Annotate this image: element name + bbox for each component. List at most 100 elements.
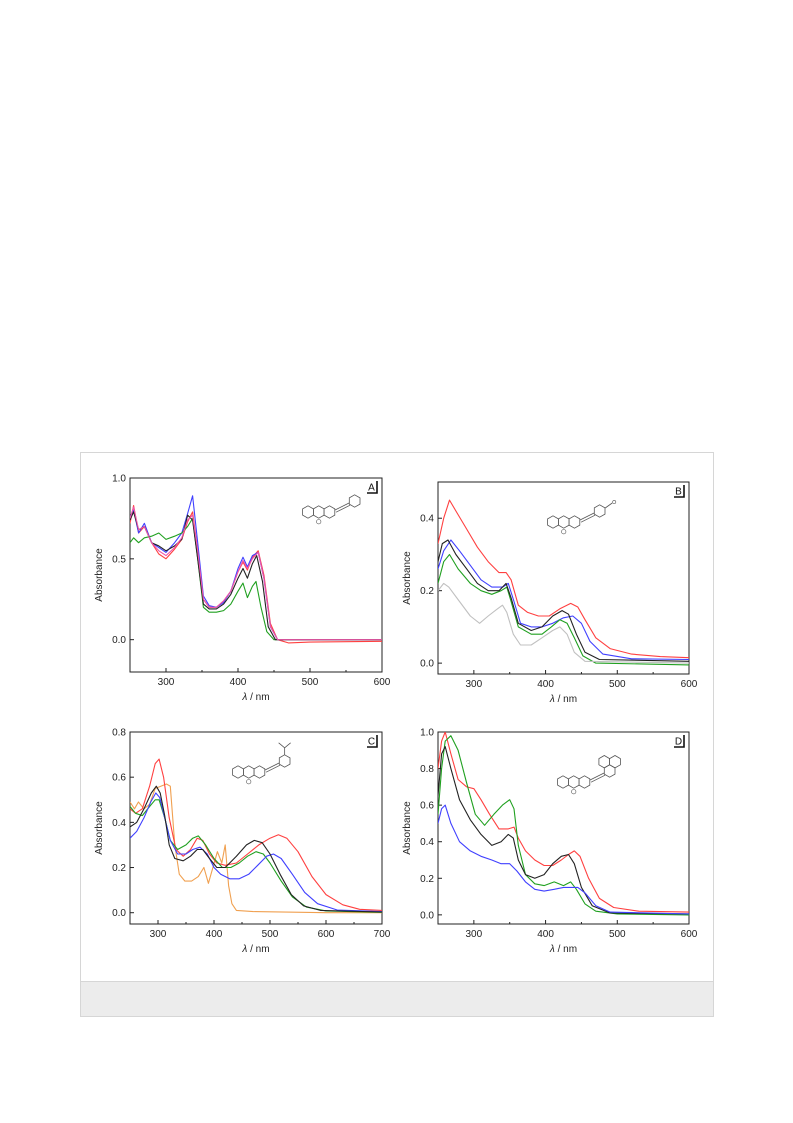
series-line-3	[130, 517, 382, 641]
x-axis-title-unit: / nm	[555, 694, 577, 705]
y-tick-label: 0.2	[420, 586, 434, 597]
chart-panel-b: 300 400 500 600 0.0 0.2 0.4 λ / nm Absorbance B	[402, 481, 698, 705]
acridine-ring-middle	[243, 765, 255, 779]
alkyne-bond	[579, 512, 595, 521]
panel-letter-corner	[367, 735, 378, 748]
y-tick-label: 0.4	[112, 818, 126, 829]
series-line-3	[438, 553, 689, 666]
n-plus-charge	[571, 789, 577, 795]
x-tick-label: 700	[374, 929, 390, 940]
y-tick-label: 0.0	[420, 910, 434, 921]
acridine-ring-left	[302, 505, 314, 519]
plot-frame	[129, 477, 383, 673]
panel-letter: C	[368, 737, 375, 748]
figure-caption-band	[81, 981, 713, 1016]
acridine-ring-middle	[568, 775, 580, 789]
x-axis-title: λ / nm	[549, 944, 577, 955]
acridinium-methoxyphenylethynyl-structure	[547, 500, 617, 535]
panel-letter-box	[367, 735, 378, 747]
y-tick-label: 0.6	[420, 801, 434, 812]
y-tick-label: 1.0	[420, 728, 434, 739]
x-axis-title: λ / nm	[549, 694, 577, 705]
alkyne-bond	[334, 502, 350, 511]
y-axis-title: Absorbance	[402, 801, 413, 855]
y-tick-label: 0.4	[420, 514, 434, 525]
alkyne-bond	[265, 764, 281, 773]
n-plus-charge	[316, 519, 322, 525]
series-line-4	[130, 792, 382, 913]
x-tick-label: 600	[318, 929, 335, 940]
acridine-ring-right	[323, 505, 336, 519]
panel-letter-corner	[367, 481, 378, 494]
series-line-3	[130, 799, 382, 913]
chart-panel-c: 300 400 500 600 700 0.0 0.2 0.4 0.6 0.8 λ / nm Abso…	[94, 728, 390, 956]
x-axis-title-unit: / nm	[247, 692, 269, 703]
y-tick-label: 0.8	[420, 764, 434, 775]
y-tick-label: 0.2	[420, 874, 434, 885]
acridinium-phenanthrenylethynyl-structure	[557, 755, 621, 795]
x-tick-label: 300	[150, 929, 167, 940]
alkyne-bond	[264, 762, 280, 771]
acridine-ring-left	[547, 515, 559, 529]
y-tick-label: 0.0	[420, 659, 434, 670]
x-tick-label: 300	[466, 679, 483, 690]
acridine-ring-right	[253, 765, 266, 779]
x-axis-title-symbol: λ	[549, 694, 555, 705]
x-axis-title: λ / nm	[241, 692, 269, 703]
y-axis-title: Absorbance	[94, 548, 105, 602]
acridine-ring-middle	[558, 515, 570, 529]
panel-letter-box	[674, 485, 685, 497]
methyl-bond	[278, 742, 285, 749]
phenanthrene-ring	[609, 755, 621, 769]
x-tick-label: 400	[230, 677, 247, 688]
panel-letter: A	[368, 483, 375, 494]
x-tick-label: 500	[609, 929, 626, 940]
series-line-2	[130, 758, 382, 911]
panel-letter-box	[674, 735, 685, 747]
y-tick-label: 0.6	[112, 773, 126, 784]
y-tick-label: 0.4	[420, 837, 434, 848]
panel-letter-box	[367, 481, 378, 493]
x-axis-title-unit: / nm	[555, 944, 577, 955]
series-line-1	[438, 732, 689, 913]
x-axis-title-symbol: λ	[549, 944, 555, 955]
phenyl-ring	[593, 504, 606, 518]
panel-letter: D	[675, 737, 682, 748]
x-tick-label: 400	[537, 679, 554, 690]
acridine-ring-right	[578, 775, 591, 789]
series-line-5	[438, 582, 689, 664]
y-tick-label: 0.0	[112, 635, 126, 646]
x-tick-label: 600	[681, 929, 698, 940]
y-tick-label: 1.0	[112, 474, 126, 485]
acridine-ring-left	[557, 775, 569, 789]
x-axis-title-symbol: λ	[241, 944, 247, 955]
x-tick-label: 500	[262, 929, 279, 940]
y-tick-label: 0.8	[112, 728, 126, 739]
series-line-2	[438, 539, 689, 661]
methyl-bond	[284, 742, 291, 749]
x-axis-title: λ / nm	[241, 944, 269, 955]
series-line-4	[130, 511, 382, 641]
y-tick-label: 0.5	[112, 554, 126, 565]
plot-frame	[129, 731, 383, 925]
panel-letter: B	[675, 487, 682, 498]
series-line-5	[130, 785, 382, 913]
alkyne-bond	[590, 774, 606, 783]
n-plus-charge	[561, 529, 567, 535]
series-line-3	[438, 746, 689, 915]
phenanthrene-ring	[598, 755, 610, 769]
x-tick-label: 500	[609, 679, 626, 690]
x-axis-title-symbol: λ	[241, 692, 247, 703]
phenyl-ring	[278, 754, 291, 768]
oxygen-atom	[612, 500, 617, 504]
acridine-ring-middle	[313, 505, 325, 519]
n-plus-charge	[246, 779, 252, 785]
plot-frame	[437, 481, 690, 675]
alkyne-bond	[589, 772, 605, 781]
phenyl-ring	[348, 494, 361, 508]
series-line-2	[130, 495, 382, 641]
plot-frame	[437, 731, 690, 925]
y-tick-label: 0.2	[112, 863, 126, 874]
y-axis-title: Absorbance	[402, 551, 413, 605]
x-tick-label: 400	[206, 929, 223, 940]
